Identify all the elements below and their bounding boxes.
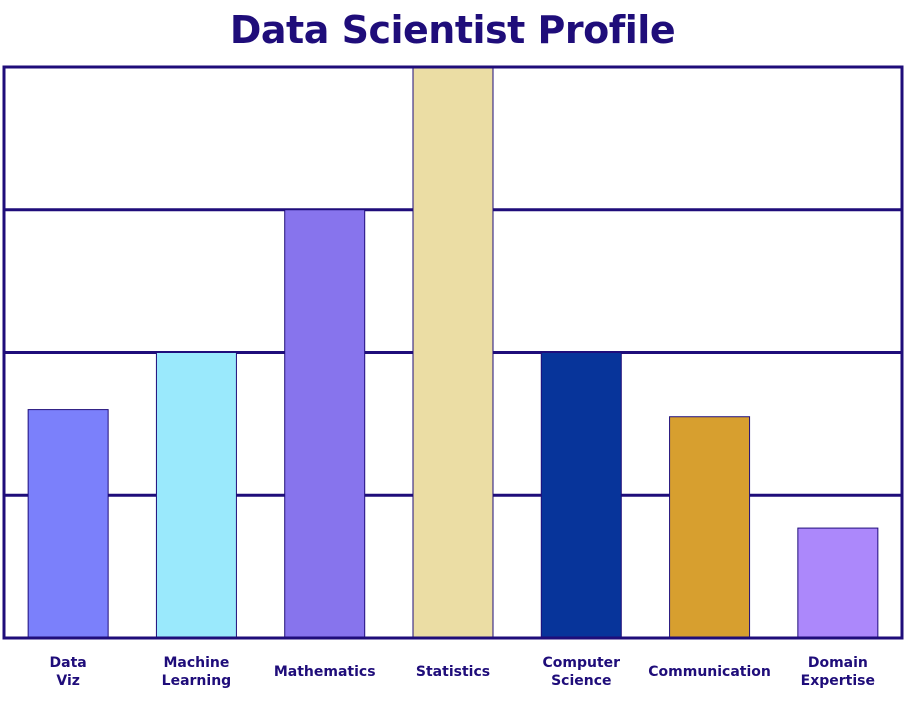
bar bbox=[797, 527, 879, 639]
category-label-line: Viz bbox=[56, 673, 80, 689]
bar bbox=[412, 66, 494, 639]
category-label: Statistics bbox=[416, 664, 490, 680]
category-label: Data Viz bbox=[50, 655, 87, 689]
category-label-line: Statistics bbox=[416, 664, 490, 680]
category-label-line: Learning bbox=[162, 673, 232, 689]
plot-frame-rect bbox=[2, 65, 904, 640]
category-labels: Data Viz Machine Learning Mathematics Statist… bbox=[50, 655, 875, 689]
category-label-line: Data bbox=[50, 655, 87, 671]
bar bbox=[669, 416, 751, 639]
category-label-line: Communication bbox=[648, 664, 771, 680]
category-label-line: Machine bbox=[163, 655, 229, 671]
category-label: Computer Science bbox=[543, 655, 621, 689]
category-label: Communication bbox=[648, 664, 771, 680]
category-label: Domain Expertise bbox=[801, 655, 875, 689]
bar bbox=[27, 409, 109, 639]
plot-frame bbox=[2, 65, 904, 640]
category-label-line: Expertise bbox=[801, 673, 875, 689]
category-label-line: Computer bbox=[543, 655, 621, 671]
category-label-line: Mathematics bbox=[274, 664, 376, 680]
bar bbox=[284, 209, 366, 639]
category-label: Mathematics bbox=[274, 664, 376, 680]
category-label: Machine Learning bbox=[162, 655, 232, 689]
chart-title: Data Scientist Profile bbox=[229, 8, 676, 52]
category-label-line: Science bbox=[551, 673, 611, 689]
category-label-line: Domain bbox=[808, 655, 868, 671]
bar bbox=[155, 352, 237, 639]
bar bbox=[540, 352, 622, 639]
